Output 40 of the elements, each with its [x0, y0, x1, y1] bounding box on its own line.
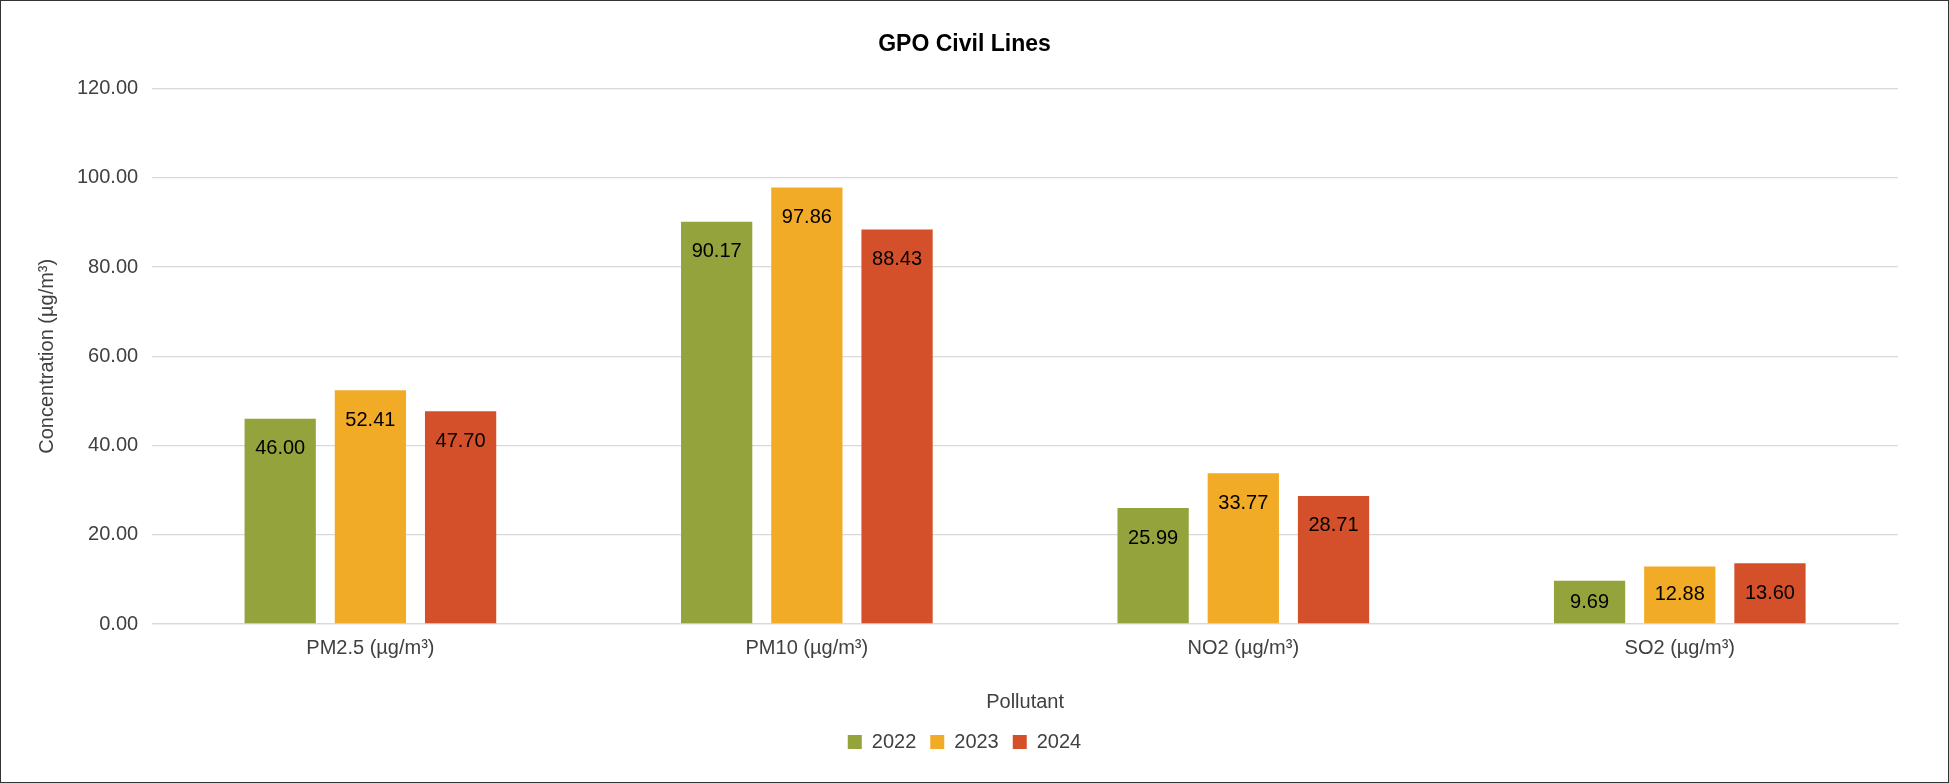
bar	[861, 229, 933, 624]
y-tick-label: 60.00	[88, 343, 139, 366]
x-axis-title: Pollutant	[986, 689, 1065, 712]
data-label: 28.71	[1308, 513, 1359, 536]
y-tick-label: 120.00	[77, 76, 139, 99]
legend-label: 2023	[954, 729, 999, 752]
legend-label: 2022	[871, 729, 917, 752]
x-tick-label: PM2.5 (µg/m³)	[306, 635, 435, 658]
legend-label: 2024	[1036, 729, 1082, 752]
y-tick-label: 0.00	[99, 611, 139, 634]
bar	[1734, 563, 1806, 624]
data-label: 13.60	[1744, 580, 1795, 603]
data-label: 47.70	[435, 428, 486, 451]
data-label: 33.77	[1218, 490, 1269, 513]
bar	[424, 411, 497, 624]
data-label: 25.99	[1128, 525, 1179, 548]
x-tick-label: SO2 (µg/m³)	[1624, 635, 1735, 658]
data-label: 9.69	[1570, 589, 1610, 612]
bar	[1117, 508, 1189, 624]
bar	[1297, 495, 1370, 624]
bar	[334, 390, 407, 624]
bar	[1644, 566, 1716, 624]
data-label: 88.43	[872, 246, 923, 269]
bar	[244, 418, 316, 624]
x-tick-label: NO2 (µg/m³)	[1187, 635, 1300, 658]
x-tick-label: PM10 (µg/m³)	[745, 635, 869, 658]
bar	[1207, 473, 1279, 624]
data-label: 90.17	[691, 239, 742, 262]
chart-title: GPO Civil Lines	[878, 30, 1051, 57]
data-label: 97.86	[781, 204, 832, 227]
y-tick-label: 40.00	[88, 433, 139, 456]
bar	[681, 221, 753, 624]
data-label: 52.41	[345, 407, 396, 430]
y-tick-label: 100.00	[77, 165, 139, 188]
data-label: 12.88	[1654, 582, 1705, 605]
data-label: 46.00	[255, 436, 306, 459]
y-tick-label: 80.00	[88, 254, 139, 277]
bar	[771, 187, 843, 624]
y-axis-title: Concentration (µg/m³)	[34, 258, 57, 454]
y-tick-label: 20.00	[88, 522, 139, 545]
